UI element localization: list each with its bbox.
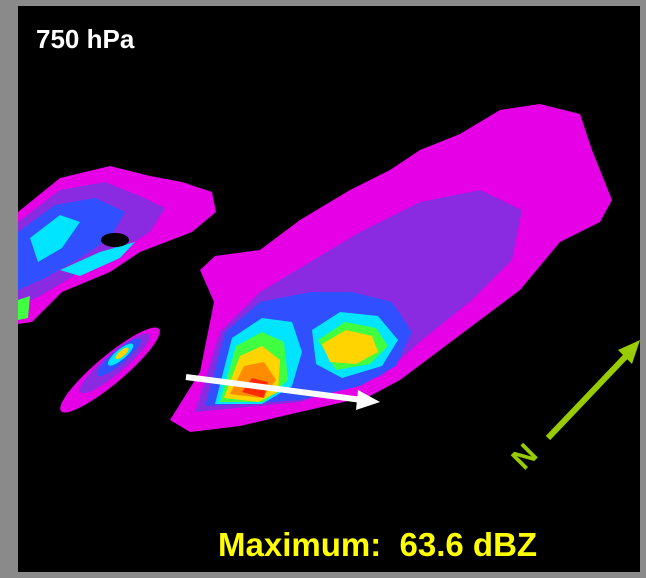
radar-panel: N 750 hPa Maximum: 63.6 dBZ [0,0,646,578]
maximum-label: Maximum: 63.6 dBZ [218,526,537,563]
echo-hole [101,233,129,247]
level-label: 750 hPa [36,24,135,54]
